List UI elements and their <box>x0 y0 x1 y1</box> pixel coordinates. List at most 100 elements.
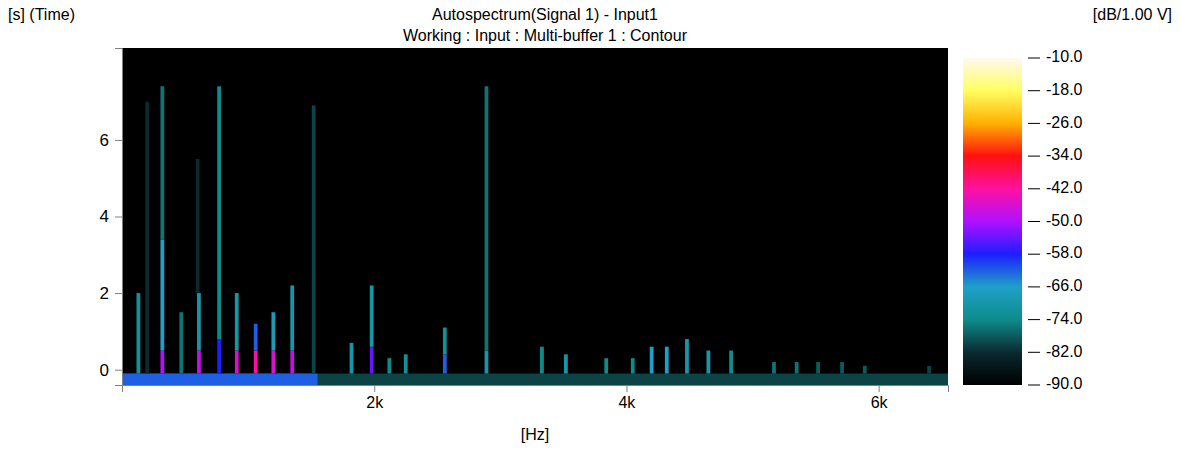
cell <box>290 285 294 350</box>
cell <box>564 354 568 373</box>
x-tick-mark <box>879 385 880 392</box>
plot-background <box>122 48 948 385</box>
y-tick-mark <box>115 140 122 141</box>
cell <box>387 358 391 373</box>
cell <box>122 374 948 385</box>
colorbar-axis: -10.0 -18.0 -26.0 -34.0 -42.0 -50.0 -58.0 -66.0… <box>1028 48 1083 392</box>
y-tick: 4 <box>100 207 122 226</box>
y-tick: 0 <box>100 361 122 380</box>
cell <box>927 366 931 374</box>
cell <box>160 86 164 239</box>
colorbar-tick-mark <box>1028 58 1040 59</box>
colorbar-tick-label: -10.0 <box>1046 48 1083 65</box>
cell <box>197 351 201 374</box>
colorbar-tick-mark <box>1028 385 1040 386</box>
colorbar-tick-label: -42.0 <box>1046 179 1083 196</box>
y-axis: 0 2 4 6 <box>100 49 123 386</box>
cell <box>290 351 294 374</box>
y-axis-title: [s] (Time) <box>8 6 75 23</box>
colorbar-tick-label: -34.0 <box>1046 146 1083 163</box>
cell <box>217 339 221 373</box>
cell <box>235 351 239 374</box>
cell <box>197 293 201 350</box>
x-axis-title: [Hz] <box>521 426 549 443</box>
x-tick-label: 2k <box>366 394 384 411</box>
cell <box>840 362 844 373</box>
colorbar-tick-label: -50.0 <box>1046 212 1083 229</box>
cell <box>145 102 149 374</box>
cell <box>160 351 164 374</box>
x-axis-line <box>123 386 949 393</box>
colorbar-title: [dB/1.00 V] <box>1093 6 1172 23</box>
cell <box>685 339 689 373</box>
y-axis-line <box>115 49 123 386</box>
y-tick-label: 4 <box>100 207 109 226</box>
cell <box>729 351 733 374</box>
cell <box>604 358 608 373</box>
y-tick-label: 6 <box>100 131 109 150</box>
cell <box>485 351 489 374</box>
cell <box>235 293 239 350</box>
x-tick: 4k <box>618 385 636 411</box>
cell <box>179 312 183 373</box>
x-tick-mark <box>626 385 627 392</box>
cell <box>443 354 447 373</box>
cell <box>271 351 275 374</box>
y-tick-mark <box>115 370 122 371</box>
colorbar-tick-mark <box>1028 319 1040 320</box>
cell <box>122 374 317 385</box>
y-tick-label: 2 <box>100 284 109 303</box>
x-axis: 2k 4k 6k <box>123 385 949 411</box>
cell <box>254 351 258 374</box>
y-tick-label: 0 <box>100 361 109 380</box>
y-tick-mark <box>115 217 122 218</box>
cell <box>816 362 820 373</box>
colorbar-tick-label: -90.0 <box>1046 375 1083 392</box>
cell <box>707 351 711 374</box>
colorbar-tick-label: -74.0 <box>1046 310 1083 327</box>
y-tick-mark <box>115 293 122 294</box>
x-tick-label: 6k <box>871 394 889 411</box>
colorbar-tick-label: -66.0 <box>1046 277 1083 294</box>
cells <box>122 86 948 385</box>
cell <box>370 285 374 346</box>
cell <box>196 159 200 293</box>
colorbar-tick-label: -58.0 <box>1046 244 1083 261</box>
colorbar-tick-label: -82.0 <box>1046 343 1083 360</box>
cell <box>665 347 669 374</box>
x-tick-label: 4k <box>618 394 636 411</box>
colorbar-tick-mark <box>1028 188 1040 189</box>
colorbar-tick-mark <box>1028 286 1040 287</box>
colorbar-tick-mark <box>1028 90 1040 91</box>
colorbar-tick-mark <box>1028 352 1040 353</box>
cell <box>312 105 316 373</box>
cell <box>271 312 275 350</box>
colorbar-tick-label: -18.0 <box>1046 81 1083 98</box>
cell <box>254 324 258 351</box>
cell <box>443 328 447 355</box>
colorbar-tick-mark <box>1028 221 1040 222</box>
x-tick-mark <box>374 385 375 392</box>
cell <box>631 358 635 373</box>
cell <box>137 293 141 373</box>
y-tick: 6 <box>100 131 122 150</box>
colorbar <box>963 58 1022 385</box>
cell <box>863 366 867 374</box>
x-tick: 2k <box>366 385 384 411</box>
cell <box>350 343 354 374</box>
chart: 2k 4k 6k 0 2 4 6 [s] (Time) Autospectrum(Signal … <box>0 0 1180 453</box>
cell <box>485 86 489 350</box>
colorbar-tick-mark <box>1028 156 1040 157</box>
cell <box>650 347 654 374</box>
subtitle: Working : Input : Multi-buffer 1 : Conto… <box>403 27 688 44</box>
cell <box>370 347 374 374</box>
y-tick: 2 <box>100 284 122 303</box>
cell <box>160 239 164 350</box>
title: Autospectrum(Signal 1) - Input1 <box>432 6 658 23</box>
cell <box>217 86 221 339</box>
colorbar-tick-label: -26.0 <box>1046 114 1083 131</box>
cell <box>795 362 799 373</box>
cell <box>772 362 776 373</box>
cell <box>540 347 544 374</box>
colorbar-tick-mark <box>1028 254 1040 255</box>
